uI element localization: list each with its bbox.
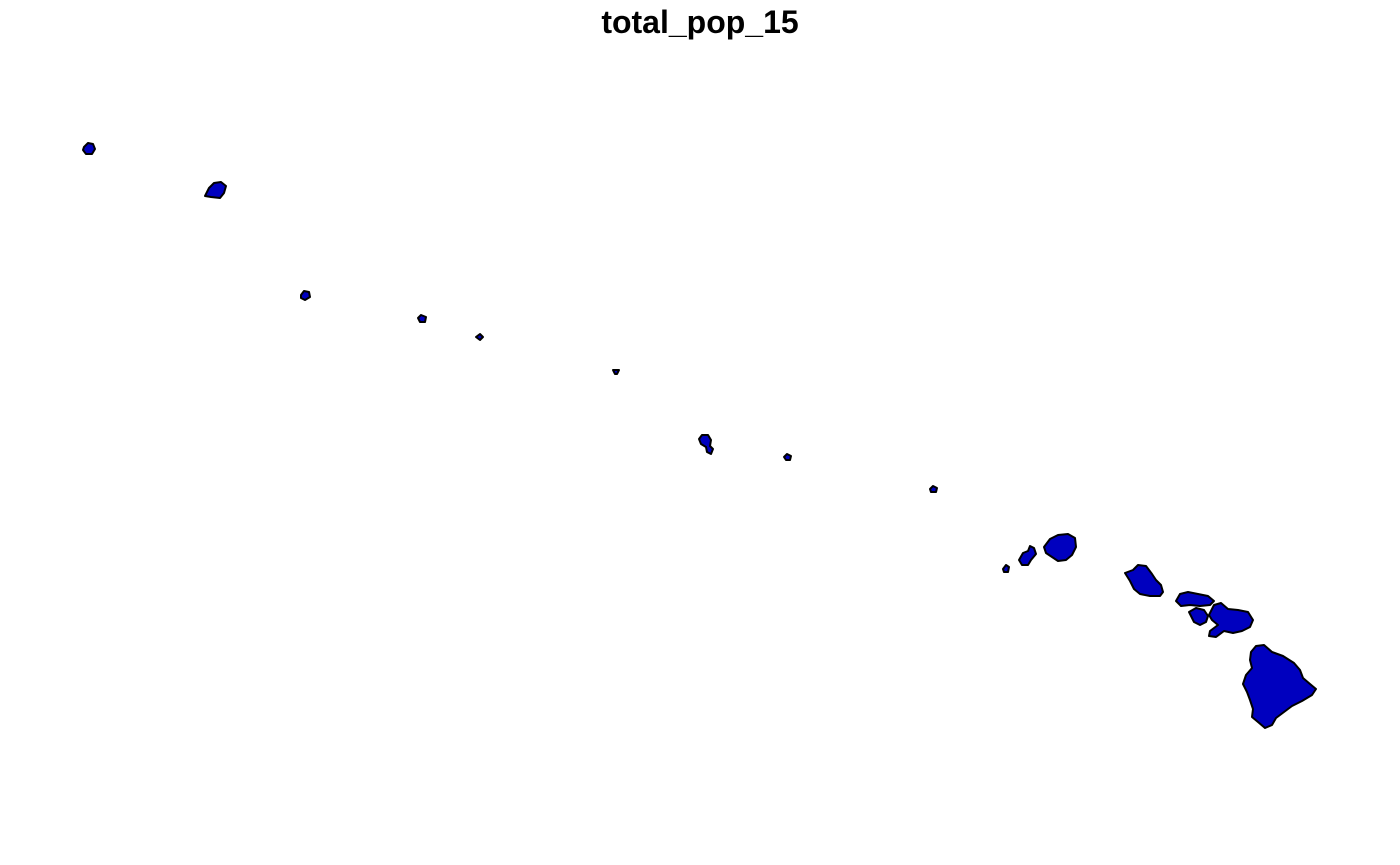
island-nihoa <box>929 485 938 493</box>
island-niihau <box>1002 564 1010 573</box>
island-pearl-and-hermes-atoll <box>300 290 311 301</box>
island-necker-island <box>783 453 792 461</box>
island-lisianski-island <box>417 314 427 323</box>
island-oahu <box>1043 533 1077 562</box>
island-kauai <box>1018 545 1037 566</box>
island-gardner-pinnacles <box>612 369 620 375</box>
island-molokai <box>1124 564 1164 597</box>
island-laysan-island <box>475 333 484 341</box>
island-kahoolawe <box>1188 607 1209 626</box>
map-title: total_pop_15 <box>601 4 799 40</box>
island-hawaii-big-island <box>1242 644 1317 729</box>
island-kure-atoll <box>82 142 96 155</box>
island-maui <box>1208 602 1254 638</box>
island-group <box>82 142 1317 729</box>
island-french-frigate-shoals <box>698 434 714 455</box>
island-midway-atoll <box>204 181 227 199</box>
island-lanai <box>1175 591 1215 607</box>
